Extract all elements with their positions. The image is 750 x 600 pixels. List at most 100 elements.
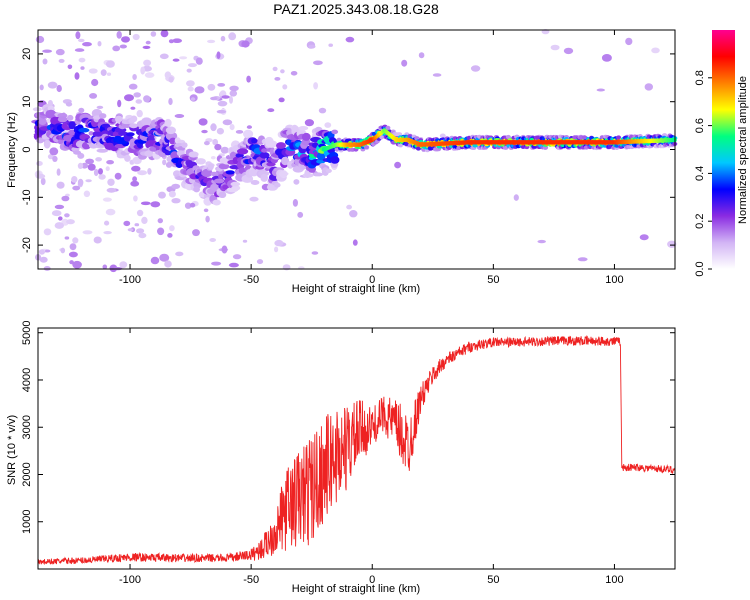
- spectrogram-cell: [174, 114, 185, 118]
- spectrogram-cell: [131, 165, 141, 172]
- spectrogram-cell: [136, 109, 143, 118]
- spectrogram-cell: [187, 86, 194, 92]
- spectrogram-cell: [138, 232, 147, 239]
- spectrogram-cell: [210, 96, 218, 101]
- spectrogram-cell: [172, 58, 180, 62]
- spectrogram-cell: [194, 86, 205, 94]
- colorbar-scale: [712, 30, 735, 269]
- spectrogram-cell: [144, 72, 155, 78]
- spectrogram-cell: [221, 245, 228, 254]
- spectrogram-cell: [328, 43, 334, 47]
- spectrogram-cell: [218, 191, 227, 198]
- spectrogram-cell: [102, 197, 112, 202]
- spectrogram-cell: [65, 102, 73, 107]
- spectrogram-cell: [222, 184, 230, 190]
- spectrogram-cell: [266, 162, 276, 167]
- spectrogram-cell: [121, 36, 130, 43]
- figure-title: PAZ1.2025.343.08.18.G28: [273, 1, 439, 17]
- spectrogram-cell: [251, 138, 258, 144]
- spectrogram-cell: [249, 196, 259, 202]
- spectrogram-cell: [82, 230, 93, 235]
- spectrogram-cell: [54, 222, 64, 229]
- spectrogram-cell: [256, 259, 264, 265]
- spectrogram-cell: [220, 35, 226, 42]
- spectrogram-cell: [106, 187, 117, 193]
- spectrogram-cell: [168, 97, 173, 106]
- spectrogram-cell: [639, 234, 649, 241]
- snr-x-axis-title: Height of straight line (km): [292, 583, 420, 595]
- spectrogram-cell: [212, 138, 219, 146]
- spectrogram-cell: [144, 150, 154, 158]
- snr-y-tick-label: 2000: [21, 462, 33, 486]
- spectrogram-cell: [35, 173, 46, 179]
- spectrogram-cell: [157, 218, 163, 224]
- spectrogram-cell: [117, 99, 122, 108]
- spectrogram-cell: [432, 73, 442, 77]
- spectrogram-cell: [237, 148, 249, 155]
- spectrogram-x-axis-title: Height of straight line (km): [292, 283, 420, 295]
- spectrogram-cell: [427, 146, 433, 151]
- spectrogram-cell: [77, 178, 84, 186]
- spectrogram-cell: [250, 180, 260, 185]
- spectrogram-cell: [128, 83, 138, 90]
- spectrogram-cell: [127, 228, 134, 232]
- spectrogram-cell: [209, 238, 216, 242]
- spectrogram-cell: [77, 162, 84, 169]
- spectrogram-cell: [105, 208, 116, 216]
- spectrogram-cell: [93, 236, 102, 244]
- spectrogram-cell: [114, 172, 122, 180]
- spectrogram-cell: [132, 74, 137, 80]
- snr-y-tick-label: 3000: [21, 415, 33, 439]
- spectrogram-cell: [210, 183, 221, 191]
- spectrogram-cell: [181, 142, 188, 149]
- spectrogram-cell: [401, 59, 408, 67]
- spectrogram-cell: [581, 135, 587, 140]
- spectrogram-cell: [195, 57, 203, 65]
- spectrogram-y-tick-label: 20: [21, 48, 33, 60]
- spectrogram-cell: [36, 161, 43, 166]
- spectrogram-cell: [535, 135, 541, 140]
- spectrogram-cell: [160, 29, 169, 38]
- spectrogram-cell: [43, 228, 52, 236]
- spectrogram-x-tick-label: 100: [605, 274, 623, 286]
- spectrogram-cell: [297, 211, 304, 218]
- spectrogram-cell: [157, 227, 165, 236]
- spectrogram-cell: [330, 156, 340, 164]
- spectrogram-cell: [364, 145, 369, 150]
- spectrogram-cell: [165, 126, 176, 135]
- spectrogram-cell: [96, 105, 104, 109]
- spectrogram-cell: [246, 125, 252, 129]
- spectrogram-cell: [352, 239, 358, 246]
- snr-x-tick-label: -100: [119, 574, 141, 586]
- spectrogram-cell: [345, 36, 355, 43]
- colorbar-tick-label: 0.0: [694, 261, 706, 276]
- spectrogram-cell: [98, 168, 103, 175]
- spectrogram-cell: [95, 157, 102, 162]
- snr-series: [37, 335, 676, 566]
- spectrogram-cell: [186, 80, 195, 87]
- snr-line: [37, 335, 676, 566]
- spectrogram-cell: [188, 151, 199, 158]
- spectrogram-cell: [213, 178, 225, 184]
- spectrogram-cell: [66, 219, 75, 225]
- spectrogram-cell: [68, 251, 78, 258]
- snr-frame: [37, 327, 676, 570]
- spectrogram-cell: [141, 117, 152, 126]
- spectrogram-cell: [470, 65, 481, 72]
- spectrogram-cell: [72, 185, 81, 191]
- spectrogram-cell: [210, 171, 219, 177]
- spectrogram-cell: [211, 261, 222, 266]
- colorbar-tick-label: 0.8: [694, 70, 706, 85]
- spectrogram-cell: [563, 47, 574, 55]
- spectrogram-cell: [132, 33, 140, 41]
- spectrogram-cell: [142, 45, 151, 50]
- spectrogram-cell: [96, 148, 109, 153]
- spectrogram-cell: [204, 141, 210, 146]
- spectrogram-cell: [229, 90, 238, 97]
- spectrogram-cell: [133, 92, 141, 98]
- spectrogram-cell: [278, 97, 285, 103]
- spectrogram-cell: [274, 182, 281, 188]
- spectrogram-cell: [61, 195, 70, 202]
- spectrogram-cell: [171, 198, 181, 204]
